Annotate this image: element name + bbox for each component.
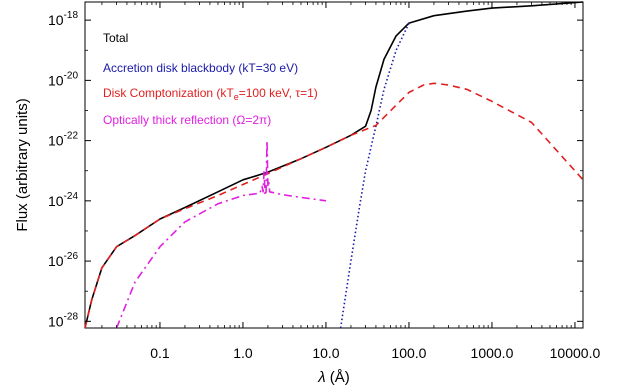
- plot-area: [84, 1, 584, 329]
- y-tick-label-4: 10-26: [48, 251, 78, 269]
- series-2-line: [84, 82, 584, 329]
- x-axis-label: λ (Å): [317, 369, 350, 386]
- series-layer: [84, 1, 584, 329]
- x-tick-label-5: 10000.0: [550, 345, 601, 361]
- x-tick-label-2: 10.0: [312, 345, 339, 361]
- x-axis: 0.1 1.0 10.0 100.0 1000.0 10000.0: [101, 2, 601, 361]
- y-tick-label-2: 10-22: [48, 131, 78, 149]
- series-0-line: [84, 1, 584, 329]
- legend-entry-0: Total: [103, 31, 128, 45]
- y-tick-label-5: 10-28: [48, 311, 78, 329]
- legend-entry-2: Disk Comptonization (kTe=100 keV, τ=1): [103, 86, 318, 102]
- y-axis-label: Flux (arbitrary units): [14, 98, 31, 231]
- plot-frame: [84, 1, 584, 329]
- series-3-line: [115, 139, 327, 329]
- x-tick-label-0: 0.1: [150, 345, 170, 361]
- y-tick-label-3: 10-24: [48, 191, 78, 209]
- x-tick-label-4: 1000.0: [471, 345, 514, 361]
- x-tick-label-1: 1.0: [233, 345, 253, 361]
- legend: Total Accretion disk blackbody (kT=30 eV)…: [103, 31, 318, 127]
- series-1-line: [339, 22, 410, 329]
- x-tick-label-3: 100.0: [391, 345, 426, 361]
- legend-entry-1: Accretion disk blackbody (kT=30 eV): [103, 61, 298, 75]
- y-tick-label-0: 10-18: [48, 10, 78, 28]
- y-tick-label-1: 10-20: [48, 70, 78, 88]
- legend-entry-3: Optically thick reflection (Ω=2π): [103, 113, 271, 127]
- y-axis: 10-18 10-20 10-22 10-24 10-26 10-28: [48, 10, 583, 329]
